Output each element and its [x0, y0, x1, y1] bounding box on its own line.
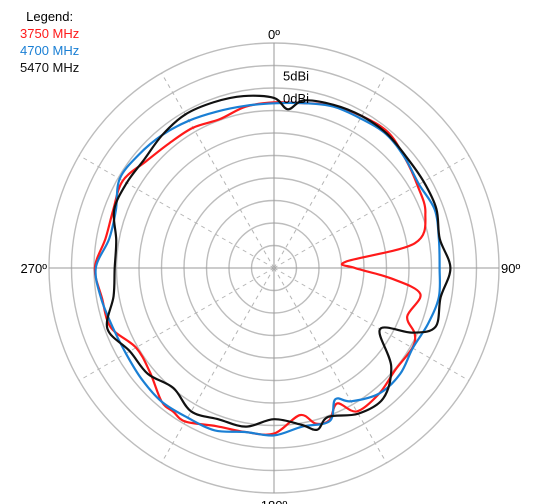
- axis-labels: 0º 90º 180º 270º 5dBi 0dBi: [21, 27, 521, 504]
- grid-spoke-300: [78, 155, 275, 269]
- legend-items: 3750 MHz 4700 MHz 5470 MHz: [20, 25, 79, 76]
- series-group: [93, 94, 452, 437]
- legend-item-2: 5470 MHz: [20, 60, 80, 75]
- grid-spoke-210: [161, 267, 275, 464]
- grid-spoke-60: [273, 155, 470, 269]
- legend-item-0: 3750 MHz: [20, 26, 80, 41]
- polar-grid: [48, 42, 500, 494]
- grid-spoke-330: [161, 72, 275, 269]
- series-line-2: [105, 94, 452, 432]
- angle-label-180: 180º: [261, 498, 288, 504]
- angle-label-90: 90º: [501, 261, 520, 276]
- series-line-1: [94, 101, 442, 437]
- angle-label-0: 0º: [268, 27, 280, 42]
- grid-spoke-120: [273, 267, 470, 381]
- grid-spoke-30: [273, 72, 387, 269]
- grid-spoke-150: [273, 267, 387, 464]
- radial-label-0: 0dBi: [283, 91, 309, 106]
- legend-item-1: 4700 MHz: [20, 43, 80, 58]
- radial-label-5: 5dBi: [283, 69, 309, 84]
- grid-spoke-240: [78, 267, 275, 381]
- legend-title: Legend:: [26, 9, 74, 24]
- angle-label-270: 270º: [21, 261, 48, 276]
- legend: Legend: 3750 MHz 4700 MHz 5470 MHz: [20, 8, 79, 76]
